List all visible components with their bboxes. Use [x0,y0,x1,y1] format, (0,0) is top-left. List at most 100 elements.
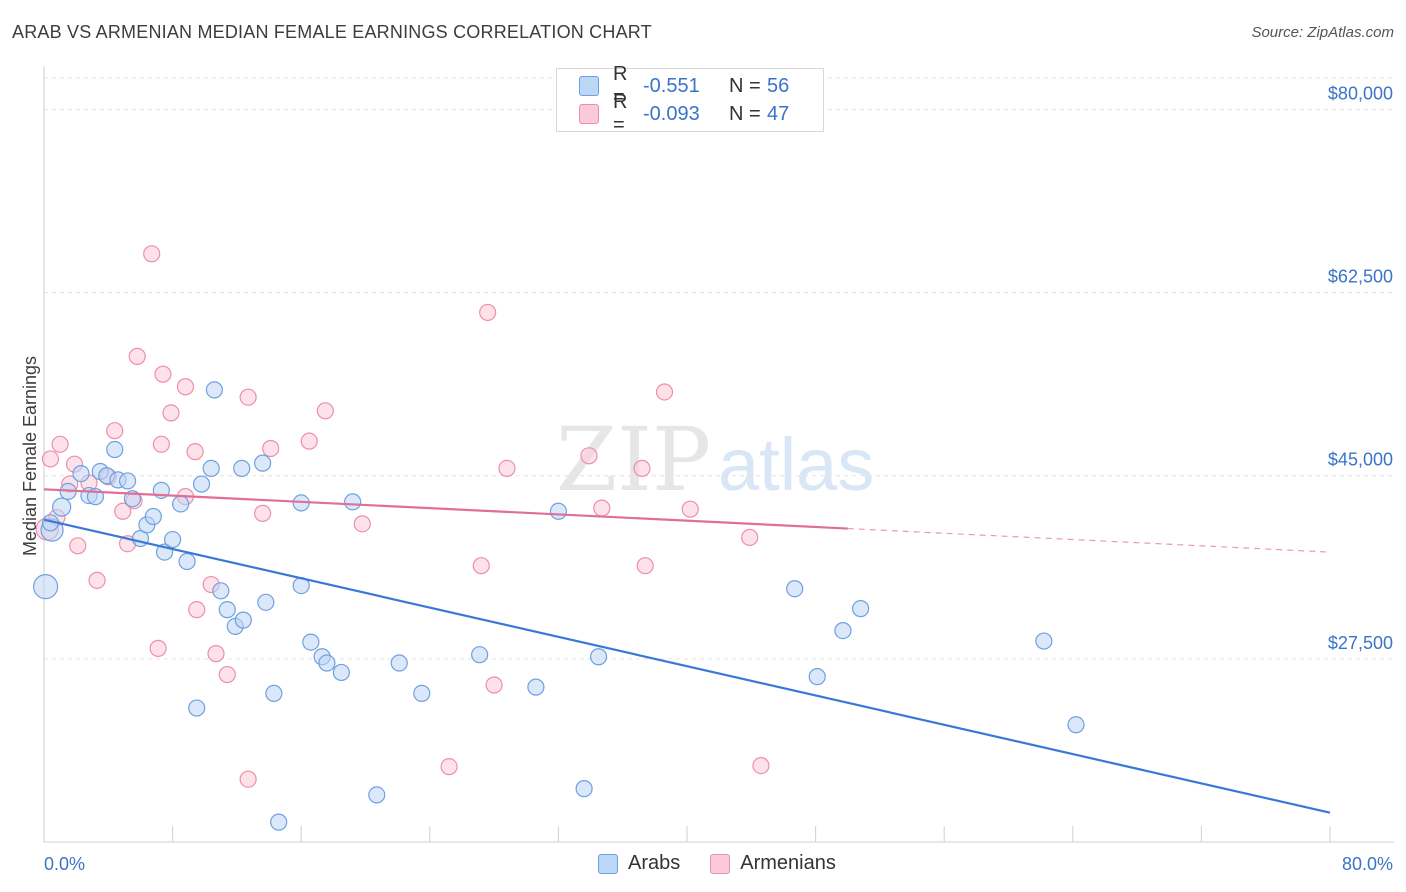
legend-n-label: N = [729,74,761,97]
armenians-point [485,676,503,694]
legend-item-armenians: Armenians [710,852,836,875]
arabs-point [527,678,545,696]
arabs-points [33,381,1085,831]
armenians-point [143,245,161,263]
armenians-point [239,388,257,406]
arabs-point [318,654,336,672]
y-tick-label: $62,500 [1328,267,1393,287]
arabs-point [218,601,236,619]
armenians-point [741,528,759,547]
y-tick-label: $45,000 [1328,450,1393,470]
armenians-point [254,504,272,522]
legend-arabs-r: -0.551 [643,74,700,97]
legend-armenians-n: 47 [767,102,790,125]
armenians-point [239,770,257,788]
legend-row-arabs: R = -0.551 N = 56 [579,63,789,108]
arabs-point [413,684,431,702]
armenians-point [580,447,598,465]
arabs-trend-line [43,518,1331,814]
arabs-point [33,574,59,600]
armenians-point [69,537,87,555]
arabs-point [390,654,408,672]
x-tick-labels: 0.0% 80.0% [44,854,1393,874]
armenians-point [681,500,699,518]
stats-legend: R = -0.551 N = 56 R = -0.093 N = 47 [556,63,824,136]
arabs-point [786,580,804,598]
arabs-point [302,633,320,651]
arabs-point [1067,716,1085,734]
armenians-point [479,303,497,322]
arabs-point [106,440,124,459]
armenians-point [186,443,204,461]
armenians-point [472,557,490,575]
arabs-point [254,454,272,472]
armenians-trend-line-dashed [847,527,1331,553]
legend-item-arabs: Arabs [598,852,680,875]
legend-armenians-r: -0.093 [643,102,700,125]
arabs-point [332,663,350,682]
armenians-point [114,502,132,520]
legend-n-label: N = [729,102,761,125]
legend-armenians-label: Armenians [740,852,836,874]
armenians-point [106,422,124,440]
legend-r-label: R = [613,91,628,136]
arabs-point [589,648,608,666]
armenians-trend-line [43,488,848,530]
arabs-legend-swatch [598,853,618,874]
watermark-atlas: atlas [718,423,874,506]
x-tick-label: 80.0% [1342,854,1393,874]
y-axis-label: Median Female Earnings [20,356,40,556]
armenians-point [207,645,225,663]
legend-r-label: R = [613,63,628,108]
arabs-point [172,495,190,513]
armenians-point [51,435,69,453]
armenians-point [41,450,60,468]
arabs-point [202,459,220,477]
arabs-point [852,600,870,618]
arabs-point [212,582,230,600]
armenians-point [152,435,170,453]
arabs-point [192,475,211,493]
armenians-point [316,402,334,420]
chart-source: Source: ZipAtlas.com [1251,24,1394,41]
arabs-point [808,668,826,686]
y-tick-label: $80,000 [1328,83,1393,103]
armenians-point [218,665,236,684]
series-legend: Arabs Armenians [598,852,866,875]
armenians-point [149,639,167,657]
arabs-point [344,493,362,511]
chart-title: ARAB VS ARMENIAN MEDIAN FEMALE EARNINGS … [12,22,652,42]
arabs-point [188,699,206,717]
arabs-point [144,507,162,526]
armenians-point [188,601,206,619]
arabs-point [549,502,568,520]
armenians-point [162,404,180,422]
armenians-point [262,439,280,458]
arabs-point [164,530,182,549]
armenians-point [498,459,516,477]
armenians-point [655,383,674,401]
arabs-point [265,684,283,702]
x-tick-label: 0.0% [44,854,85,874]
armenians-swatch [579,104,599,124]
arabs-point [1035,632,1053,650]
arabs-point [575,780,593,798]
arabs-swatch [579,76,599,96]
armenians-point [300,432,318,450]
arabs-point [205,381,223,399]
y-tick-labels: $27,500 $45,000 $62,500 $80,000 [1328,83,1393,652]
watermark: ZIP atlas [556,408,874,511]
armenians-point [440,758,458,776]
arabs-point [233,459,251,477]
trend-lines [43,488,1331,814]
arabs-point [257,593,275,611]
arabs-point [234,611,252,629]
y-tick-label: $27,500 [1328,633,1393,653]
arabs-point [72,465,90,483]
armenians-point [752,756,770,775]
armenians-point [154,365,172,383]
armenians-point [633,459,651,477]
watermark-zip: ZIP [556,408,711,511]
arabs-point [471,646,489,664]
armenians-point [176,378,195,396]
